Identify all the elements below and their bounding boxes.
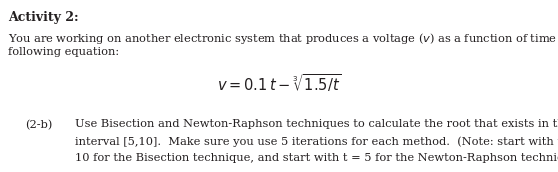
Text: You are working on another electronic system that produces a voltage ($v$) as a : You are working on another electronic sy…: [8, 31, 558, 46]
Text: Activity 2:: Activity 2:: [8, 11, 79, 24]
Text: following equation:: following equation:: [8, 47, 119, 57]
Text: (2-b): (2-b): [25, 119, 52, 130]
Text: 10 for the Bisection technique, and start with t = 5 for the Newton-Raphson tech: 10 for the Bisection technique, and star…: [75, 153, 558, 163]
Text: $v = 0.1\,t - \sqrt[3]{1.5/t}$: $v = 0.1\,t - \sqrt[3]{1.5/t}$: [217, 72, 341, 94]
Text: interval [5,10].  Make sure you use 5 iterations for each method.  (Note: start : interval [5,10]. Make sure you use 5 ite…: [75, 136, 558, 147]
Text: Use Bisection and Newton-Raphson techniques to calculate the root that exists in: Use Bisection and Newton-Raphson techniq…: [75, 119, 558, 130]
